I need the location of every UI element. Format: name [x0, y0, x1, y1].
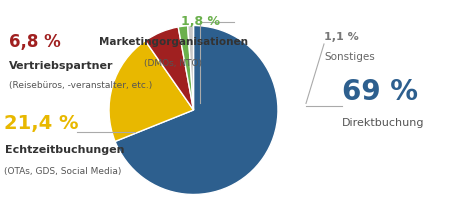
Text: Vertriebspartner: Vertriebspartner — [9, 61, 113, 71]
Text: 21,4 %: 21,4 % — [4, 114, 79, 133]
Text: Marketingorganisationen: Marketingorganisationen — [99, 37, 248, 47]
Text: (DMOs, NTO): (DMOs, NTO) — [144, 59, 202, 68]
Wedge shape — [145, 27, 194, 110]
Wedge shape — [115, 26, 278, 194]
Text: Direktbuchung: Direktbuchung — [342, 118, 424, 128]
Wedge shape — [109, 41, 194, 141]
Wedge shape — [188, 26, 194, 110]
Text: 69 %: 69 % — [342, 78, 418, 106]
Text: (OTAs, GDS, Social Media): (OTAs, GDS, Social Media) — [4, 167, 122, 176]
Text: 6,8 %: 6,8 % — [9, 33, 61, 51]
Text: (Reisebüros, -veranstalter, etc.): (Reisebüros, -veranstalter, etc.) — [9, 81, 152, 90]
Text: 1,8 %: 1,8 % — [181, 15, 220, 28]
Text: Echtzeitbuchungen: Echtzeitbuchungen — [4, 145, 124, 155]
Text: 1,1 %: 1,1 % — [324, 32, 359, 42]
Text: Sonstiges: Sonstiges — [324, 52, 375, 62]
Wedge shape — [178, 26, 194, 110]
